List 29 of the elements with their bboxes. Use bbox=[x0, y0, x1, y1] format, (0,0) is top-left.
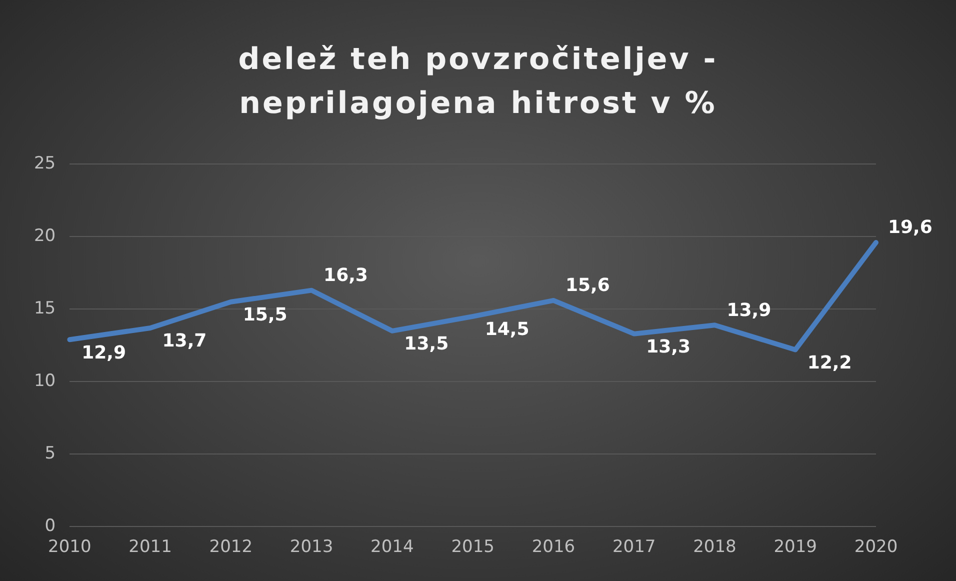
data-label: 13,9 bbox=[726, 300, 772, 321]
y-tick-label: 25 bbox=[34, 154, 56, 174]
x-tick-label: 2010 bbox=[48, 537, 92, 558]
y-tick-label: 20 bbox=[34, 226, 56, 246]
x-tick-label: 2020 bbox=[854, 537, 898, 558]
data-label: 16,3 bbox=[324, 264, 368, 286]
x-tick-label: 2011 bbox=[128, 537, 172, 558]
data-label: 14,5 bbox=[484, 319, 530, 340]
y-tick-label: 15 bbox=[34, 298, 56, 319]
x-tick-label: 2014 bbox=[370, 537, 414, 558]
chart-title: delež teh povzročiteljev - neprilagojena hitrost v % bbox=[237, 41, 719, 123]
x-tick-label: 2017 bbox=[612, 537, 656, 558]
data-label: 13,5 bbox=[404, 334, 449, 355]
y-tick-label: 0 bbox=[44, 516, 56, 536]
x-tick-label: 2019 bbox=[774, 537, 817, 558]
data-label: 15,5 bbox=[242, 304, 288, 326]
x-tick-label: 2018 bbox=[693, 537, 736, 558]
y-tick-label: 5 bbox=[44, 444, 56, 464]
data-label: 12,9 bbox=[82, 342, 126, 364]
data-label: 13,3 bbox=[646, 336, 691, 358]
x-tick-label: 2016 bbox=[532, 537, 576, 558]
data-label: 15,6 bbox=[565, 275, 610, 296]
x-tick-label: 2013 bbox=[290, 537, 334, 558]
y-tick-label: 10 bbox=[34, 371, 56, 392]
x-tick-label: 2012 bbox=[209, 537, 253, 558]
data-label: 19,6 bbox=[888, 217, 932, 238]
data-label: 12,2 bbox=[807, 352, 852, 374]
x-tick-label: 2015 bbox=[451, 537, 494, 558]
data-label: 13,7 bbox=[162, 330, 207, 352]
